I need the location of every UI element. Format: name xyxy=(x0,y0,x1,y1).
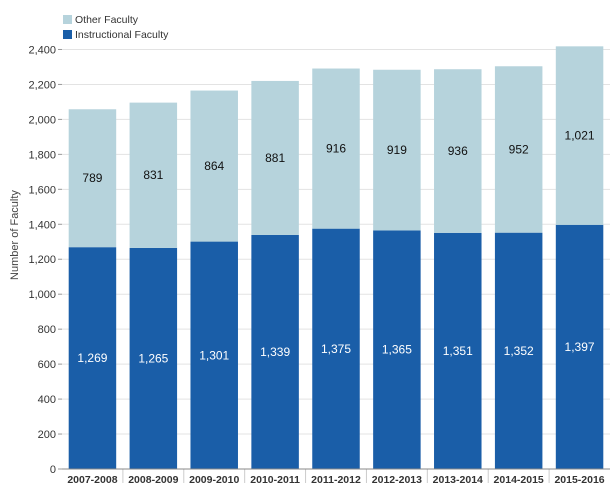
bar-instructional-faculty xyxy=(312,228,360,469)
data-label-instructional-faculty: 1,339 xyxy=(260,345,290,359)
x-tick-label: 2009-2010 xyxy=(189,474,239,483)
bar-instructional-faculty xyxy=(494,232,543,469)
x-tick-label: 2014-2015 xyxy=(494,474,544,483)
data-label-other-faculty: 936 xyxy=(448,144,468,158)
bar-instructional-faculty xyxy=(68,247,117,469)
bar-other-faculty xyxy=(555,46,604,225)
legend-swatch-other-faculty xyxy=(63,15,72,24)
bar-other-faculty xyxy=(190,90,238,242)
x-tick-label: 2007-2008 xyxy=(67,474,117,483)
y-tick-label: 600 xyxy=(38,359,56,371)
y-tick-label: 2,000 xyxy=(28,114,56,126)
x-tick-label: 2011-2012 xyxy=(311,474,361,483)
y-tick-label: 2,400 xyxy=(28,44,56,56)
bar-other-faculty xyxy=(251,80,299,235)
data-label-other-faculty: 916 xyxy=(326,142,346,156)
data-label-instructional-faculty: 1,397 xyxy=(565,340,595,354)
data-label-other-faculty: 864 xyxy=(204,159,224,173)
data-label-instructional-faculty: 1,352 xyxy=(504,344,534,358)
bar-instructional-faculty xyxy=(129,247,178,469)
x-tick-label: 2008-2009 xyxy=(128,474,178,483)
x-axis-ticks: 2007-2008 2008-2009 2009-2010 2010-2011 2011… xyxy=(67,469,605,483)
y-tick-label: 1,600 xyxy=(28,184,56,196)
bar-instructional-faculty xyxy=(555,224,604,469)
x-tick-label: 2010-2011 xyxy=(250,474,300,483)
bar-instructional-faculty xyxy=(251,234,299,469)
data-label-other-faculty: 919 xyxy=(387,143,407,157)
y-tick-label: 200 xyxy=(38,429,56,441)
data-label-other-faculty: 881 xyxy=(265,151,285,165)
y-tick-label: 400 xyxy=(38,394,56,406)
bar-other-faculty xyxy=(129,102,178,248)
y-tick-label: 1,800 xyxy=(28,149,56,161)
bar-instructional-faculty xyxy=(373,230,421,469)
bars xyxy=(68,46,604,469)
data-label-instructional-faculty: 1,351 xyxy=(443,344,473,358)
bar-other-faculty xyxy=(373,69,421,231)
legend-label-instructional-faculty: Instructional Faculty xyxy=(75,29,169,41)
bar-other-faculty xyxy=(434,69,482,233)
data-label-instructional-faculty: 1,365 xyxy=(382,343,412,357)
x-tick-label: 2015-2016 xyxy=(554,474,604,483)
data-label-instructional-faculty: 1,265 xyxy=(138,351,168,365)
bar-instructional-faculty xyxy=(434,232,482,469)
x-tick-label: 2012-2013 xyxy=(372,474,422,483)
bar-instructional-faculty xyxy=(190,241,238,469)
bar-other-faculty xyxy=(312,68,360,229)
data-label-other-faculty: 952 xyxy=(509,142,529,156)
y-axis-label: Number of Faculty xyxy=(9,190,21,280)
y-tick-label: 2,200 xyxy=(28,79,56,91)
legend-swatch-instructional-faculty xyxy=(63,30,72,39)
data-label-instructional-faculty: 1,375 xyxy=(321,342,351,356)
y-tick-label: 1,000 xyxy=(28,289,56,301)
y-tick-label: 1,200 xyxy=(28,254,56,266)
legend: Other Faculty Instructional Faculty xyxy=(63,14,169,41)
y-tick-label: 800 xyxy=(38,324,56,336)
data-label-instructional-faculty: 1,301 xyxy=(199,348,229,362)
data-label-other-faculty: 789 xyxy=(82,171,102,185)
data-label-other-faculty: 831 xyxy=(143,168,163,182)
data-label-other-faculty: 1,021 xyxy=(565,129,595,143)
y-axis-ticks: 0 200 400 600 800 1,000 1,200 1,400 1,600 1,800 2,… xyxy=(28,44,62,476)
y-tick-label: 1,400 xyxy=(28,219,56,231)
data-label-instructional-faculty: 1,269 xyxy=(77,351,107,365)
data-labels: 1,269 789 1,265 831 1,301 864 1,339 881 1,375 916… xyxy=(77,129,594,366)
bar-other-faculty xyxy=(494,66,543,233)
bar-other-faculty xyxy=(68,109,117,248)
x-tick-label: 2013-2014 xyxy=(433,474,483,483)
y-tick-label: 0 xyxy=(50,464,56,476)
legend-label-other-faculty: Other Faculty xyxy=(75,14,139,26)
